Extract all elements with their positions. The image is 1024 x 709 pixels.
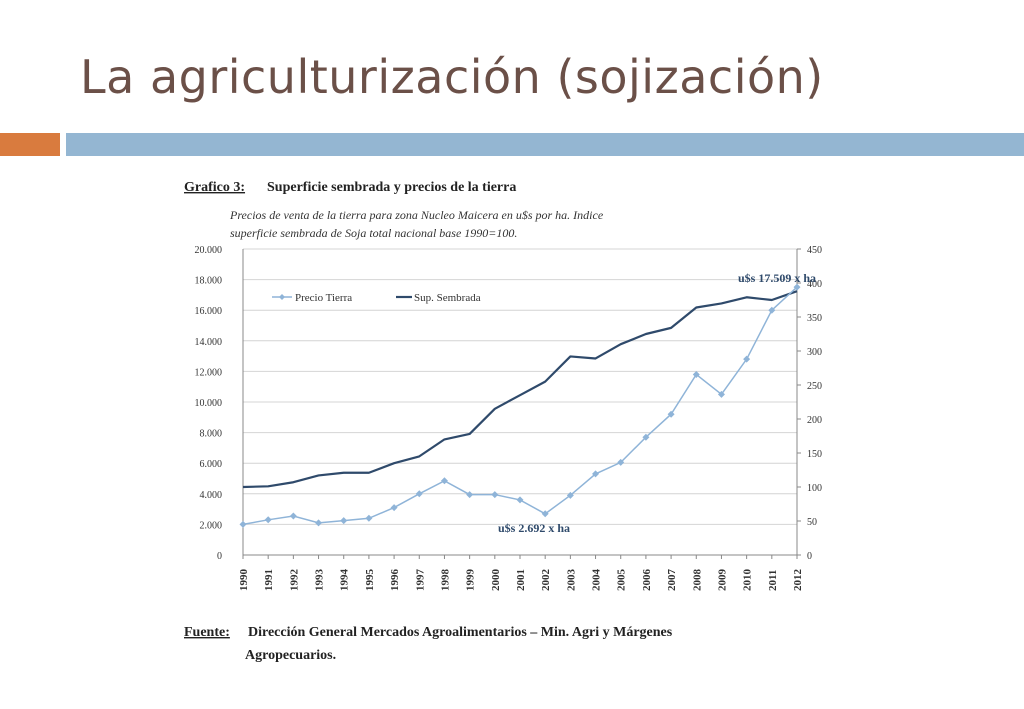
x-tick-label: 2005 — [616, 569, 628, 592]
precio-tierra-point — [793, 283, 801, 291]
precio-tierra-point — [340, 517, 348, 525]
right-tick-label: 400 — [807, 279, 822, 290]
precio-tierra-point — [440, 477, 448, 485]
precio-tierra-point — [642, 433, 650, 441]
left-tick-label: 0 — [217, 551, 222, 562]
left-tick-label: 14.000 — [195, 337, 223, 348]
chart-subtitle-line-2: superficie sembrada de Soja total nacion… — [230, 226, 517, 240]
left-tick-label: 12.000 — [195, 367, 223, 378]
right-tick-label: 0 — [807, 551, 812, 562]
left-tick-label: 6.000 — [200, 459, 223, 470]
slide-title: La agriculturización (sojización) — [80, 50, 824, 104]
x-tick-label: 1999 — [465, 569, 477, 592]
right-tick-label: 250 — [807, 381, 822, 392]
x-tick-label: 1997 — [414, 569, 426, 592]
series-sup-sembrada-line — [242, 290, 798, 489]
right-tick-label: 150 — [807, 449, 822, 460]
precio-tierra-point — [315, 519, 323, 527]
legend-sup-label: Sup. Sembrada — [414, 292, 481, 304]
x-tick-label: 2012 — [792, 569, 804, 592]
precio-tierra-point — [717, 390, 725, 398]
gridlines — [243, 248, 797, 556]
precio-tierra-point — [466, 491, 474, 499]
right-tick-label: 450 — [807, 245, 822, 256]
precio-tierra-point — [239, 520, 247, 528]
precio-tierra-point — [264, 516, 272, 524]
x-tick-label: 1993 — [314, 569, 326, 592]
precio-tierra-point — [390, 504, 398, 512]
x-tick-label: 1996 — [389, 569, 401, 592]
precio-tierra-point — [617, 458, 625, 466]
x-tick-label: 2007 — [666, 569, 678, 592]
left-tick-label: 2.000 — [200, 520, 223, 531]
x-tick-label: 2003 — [565, 569, 577, 592]
precio-tierra-point — [365, 514, 373, 522]
chart-figure-label: Grafico 3: — [184, 180, 245, 195]
precio-tierra-point — [516, 496, 524, 504]
chart-subtitle-line-1: Precios de venta de la tierra para zona … — [229, 208, 604, 222]
left-tick-label: 16.000 — [195, 306, 223, 317]
precio-tierra-point — [667, 410, 675, 418]
left-tick-label: 20.000 — [195, 245, 223, 256]
left-tick-label: 4.000 — [200, 490, 223, 501]
x-tick-label: 1990 — [238, 569, 250, 592]
x-tick-label: 2000 — [490, 569, 502, 592]
series-layer — [239, 283, 801, 528]
legend: Precio Tierra Sup. Sembrada — [272, 292, 481, 304]
x-tick-label: 1994 — [339, 569, 351, 592]
precio-tierra-point — [289, 512, 297, 520]
source-label: Fuente: — [184, 625, 230, 640]
title-accent-bar — [66, 133, 1024, 156]
left-axis: 0 2.000 4.000 6.000 8.000 10.000 12.000 14.000 1… — [195, 245, 244, 562]
annotation-max: u$s 17.509 x ha — [738, 271, 816, 285]
annotation-min: u$s 2.692 x ha — [498, 521, 570, 535]
x-tick-label: 2004 — [591, 569, 603, 592]
x-tick-label: 2006 — [641, 569, 653, 592]
right-tick-label: 200 — [807, 415, 822, 426]
precio-tierra-point — [768, 306, 776, 314]
source-line-2: Agropecuarios. — [245, 648, 336, 663]
source-line-1: Dirección General Mercados Agroalimentar… — [248, 625, 673, 640]
legend-precio-label: Precio Tierra — [295, 292, 352, 304]
left-tick-label: 8.000 — [200, 429, 223, 440]
x-tick-label: 1992 — [288, 569, 300, 592]
series-precio-tierra-line — [242, 286, 798, 526]
right-tick-label: 50 — [807, 517, 817, 528]
left-tick-label: 18.000 — [195, 276, 223, 287]
x-tick-label: 2009 — [716, 569, 728, 592]
x-tick-label: 2010 — [742, 569, 754, 592]
legend-precio-marker — [279, 294, 285, 300]
x-tick-label: 2001 — [515, 569, 527, 591]
x-tick-label: 2002 — [540, 569, 552, 592]
x-axis: 1990 1991 1992 1993 1994 1995 1996 1997 1998 1999… — [238, 555, 804, 591]
chart-figure: Grafico 3: Superficie sembrada y precios… — [184, 180, 822, 663]
title-accent-orange — [0, 133, 60, 156]
precio-tierra-point — [692, 370, 700, 378]
chart-title: Superficie sembrada y precios de la tier… — [267, 180, 516, 195]
right-tick-label: 300 — [807, 347, 822, 358]
precio-tierra-point — [592, 470, 600, 478]
x-tick-label: 1995 — [364, 569, 376, 592]
right-tick-label: 100 — [807, 483, 822, 494]
precio-tierra-point — [566, 491, 574, 499]
x-tick-label: 2011 — [767, 570, 779, 591]
right-axis: 0 50 100 150 200 250 300 350 400 450 — [796, 245, 822, 562]
right-tick-label: 350 — [807, 313, 822, 324]
precio-tierra-point — [491, 491, 499, 499]
x-tick-label: 1991 — [263, 569, 275, 591]
x-tick-label: 1998 — [439, 569, 451, 592]
x-tick-label: 2008 — [691, 569, 703, 592]
precio-tierra-point — [743, 355, 751, 363]
left-tick-label: 10.000 — [195, 398, 223, 409]
precio-tierra-point — [415, 490, 423, 498]
